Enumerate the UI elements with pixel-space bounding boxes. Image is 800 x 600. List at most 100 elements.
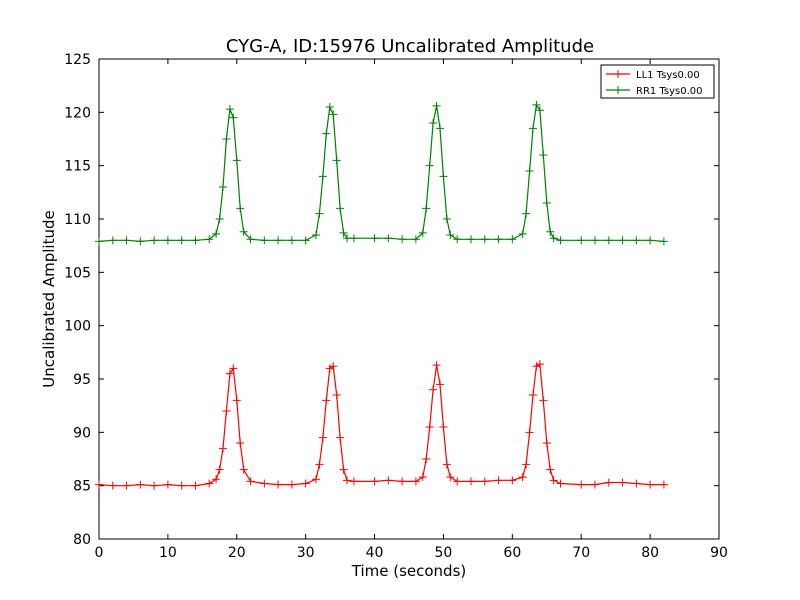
data-point	[604, 478, 613, 487]
y-tick-label: 110	[64, 212, 91, 228]
data-point	[618, 236, 627, 245]
data-point	[177, 481, 186, 490]
data-point	[532, 362, 541, 371]
series-line	[98, 363, 664, 487]
data-point	[325, 364, 334, 373]
data-point	[225, 105, 234, 114]
data-point	[532, 100, 541, 109]
data-point	[325, 103, 334, 111]
data-point	[577, 480, 586, 489]
data-point	[518, 473, 527, 482]
legend-box	[600, 64, 715, 99]
data-point	[339, 228, 348, 237]
y-tick-label: 90	[73, 425, 91, 441]
x-tick-label: 50	[435, 545, 453, 561]
data-point	[150, 236, 159, 245]
data-point	[546, 227, 555, 236]
data-point	[508, 476, 517, 485]
data-point	[659, 237, 668, 246]
data-point	[370, 477, 379, 486]
data-point	[312, 475, 320, 484]
data-point	[219, 183, 227, 191]
y-axis-title: Uncalibrated Amplitude	[40, 210, 58, 387]
plot-area	[98, 58, 720, 540]
data-point	[494, 235, 503, 244]
data-point	[260, 236, 269, 245]
y-tick-label: 80	[73, 532, 91, 548]
data-point	[539, 151, 548, 159]
series-rr1	[95, 100, 668, 246]
data-point	[150, 481, 159, 490]
legend-label: LL1 Tsys0.00	[636, 70, 700, 81]
data-point	[260, 479, 269, 488]
data-point	[539, 396, 548, 405]
data-point	[95, 237, 103, 246]
data-point	[222, 407, 231, 415]
data-point	[480, 235, 489, 244]
data-point	[212, 475, 221, 484]
data-point	[442, 460, 451, 469]
series-line	[98, 103, 664, 243]
data-point	[518, 229, 527, 238]
data-point	[287, 236, 296, 245]
data-point	[108, 481, 117, 490]
data-point	[525, 167, 534, 175]
data-point	[312, 231, 320, 239]
data-point	[632, 236, 641, 245]
data-point	[332, 156, 341, 165]
data-point	[215, 465, 224, 474]
data-point	[384, 476, 393, 485]
series-layer	[95, 100, 668, 490]
data-point	[439, 172, 448, 181]
data-point	[618, 478, 627, 487]
data-point	[467, 477, 475, 486]
data-point	[301, 236, 310, 245]
data-point	[315, 209, 324, 218]
data-point	[535, 360, 544, 369]
data-point	[322, 396, 331, 405]
data-point	[136, 237, 145, 246]
data-point	[343, 476, 351, 485]
data-point	[384, 234, 393, 243]
data-point	[577, 236, 586, 245]
data-point	[232, 396, 241, 405]
data-point	[239, 465, 248, 474]
data-point	[136, 480, 145, 489]
data-point	[212, 229, 221, 238]
y-tick-label: 95	[73, 372, 91, 388]
data-point	[542, 439, 551, 447]
x-tick-label: 10	[159, 545, 177, 561]
plot-frame	[98, 58, 720, 540]
legend-label: RR1 Tsys0.00	[636, 86, 703, 97]
y-tick-label: 125	[64, 52, 91, 68]
data-point	[349, 477, 358, 486]
x-tick-label: 80	[641, 545, 659, 561]
x-tick-label: 30	[297, 545, 315, 561]
series-ll1	[95, 360, 668, 490]
data-point	[318, 433, 327, 442]
data-point	[411, 477, 420, 486]
data-point	[432, 361, 441, 370]
data-point	[246, 477, 255, 486]
data-point	[522, 460, 531, 469]
data-point	[425, 423, 434, 431]
data-point	[122, 481, 131, 490]
data-point	[542, 199, 551, 207]
data-point	[446, 231, 455, 239]
data-point	[246, 235, 255, 244]
data-point	[659, 480, 668, 489]
data-point	[205, 479, 214, 488]
data-point	[239, 227, 248, 236]
x-axis: 0 10 20 30 40 50 60 70 80 90	[95, 59, 728, 561]
data-point	[322, 129, 331, 138]
data-point	[336, 204, 345, 213]
y-tick-label: 105	[64, 265, 91, 281]
data-point	[329, 110, 338, 119]
x-tick-label: 90	[710, 545, 728, 561]
data-point	[163, 480, 172, 489]
data-point	[232, 156, 241, 165]
data-point	[274, 236, 283, 245]
data-point	[480, 477, 489, 486]
data-point	[398, 477, 407, 486]
